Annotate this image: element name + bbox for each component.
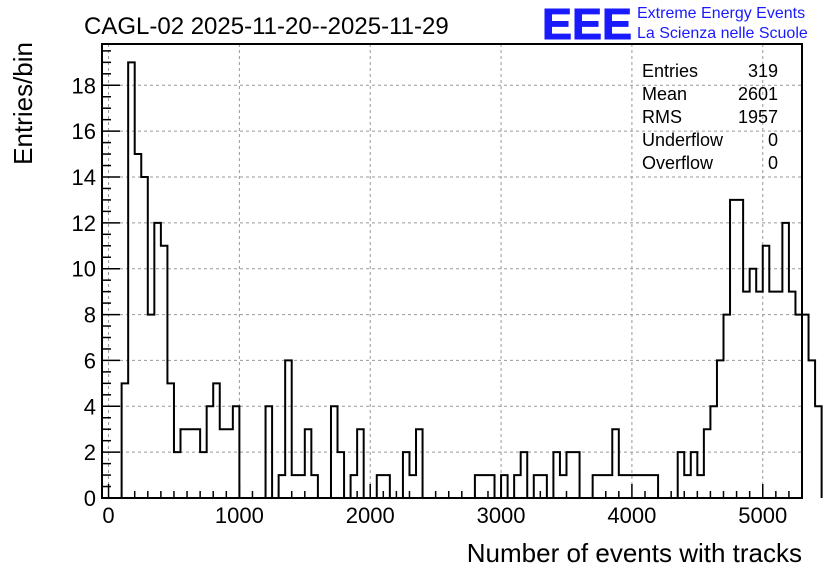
stats-box: Entries 319 Mean 2601 RMS 1957 Underflow 0 Overf… (642, 61, 778, 173)
chart-title: CAGL-02 2025-11-20--2025-11-29 (84, 13, 449, 40)
eee-logo-line2: La Scienza nelle Scuole (637, 25, 808, 42)
y-axis-label: Entries/bin (8, 42, 38, 165)
stats-label-entries: Entries (642, 61, 698, 81)
stats-value-rms: 1957 (738, 107, 778, 127)
x-tick-label-4: 4000 (607, 503, 656, 528)
y-tick-label-5: 10 (72, 257, 96, 282)
x-tick-label-5: 5000 (738, 503, 787, 528)
stats-value-underflow: 0 (768, 130, 778, 150)
stats-label-underflow: Underflow (642, 130, 724, 150)
stats-value-overflow: 0 (768, 153, 778, 173)
y-tick-label-3: 6 (84, 348, 96, 373)
stats-value-entries: 319 (748, 61, 778, 81)
y-tick-label-9: 18 (72, 73, 96, 98)
stats-value-mean: 2601 (738, 84, 778, 104)
y-tick-label-1: 2 (84, 440, 96, 465)
y-tick-label-7: 14 (72, 165, 96, 190)
x-tick-label-2: 2000 (346, 503, 395, 528)
y-tick-label-4: 8 (84, 303, 96, 328)
plot-border (101, 43, 803, 499)
eee-logo: EEE Extreme Energy Events La Scienza nel… (542, 0, 808, 50)
stats-label-mean: Mean (642, 84, 687, 104)
y-tick-label-6: 12 (72, 211, 96, 236)
grid (102, 44, 802, 498)
plot-frame (101, 43, 803, 499)
y-tick-label-8: 16 (72, 119, 96, 144)
y-tick-label-2: 4 (84, 394, 96, 419)
x-tick-label-3: 3000 (477, 503, 526, 528)
x-tick-label-0: 0 (102, 503, 114, 528)
y-axis: 0 2 4 6 8 10 12 14 16 18 (72, 50, 120, 511)
stats-label-rms: RMS (642, 107, 682, 127)
stats-label-overflow: Overflow (642, 153, 714, 173)
eee-logo-mark: EEE (542, 0, 632, 49)
eee-logo-line1: Extreme Energy Events (637, 5, 805, 22)
x-axis: 0 1000 2000 3000 4000 5000 (102, 484, 803, 528)
x-axis-label: Number of events with tracks (467, 538, 802, 568)
x-tick-label-1: 1000 (215, 503, 264, 528)
y-tick-label-0: 0 (84, 486, 96, 511)
